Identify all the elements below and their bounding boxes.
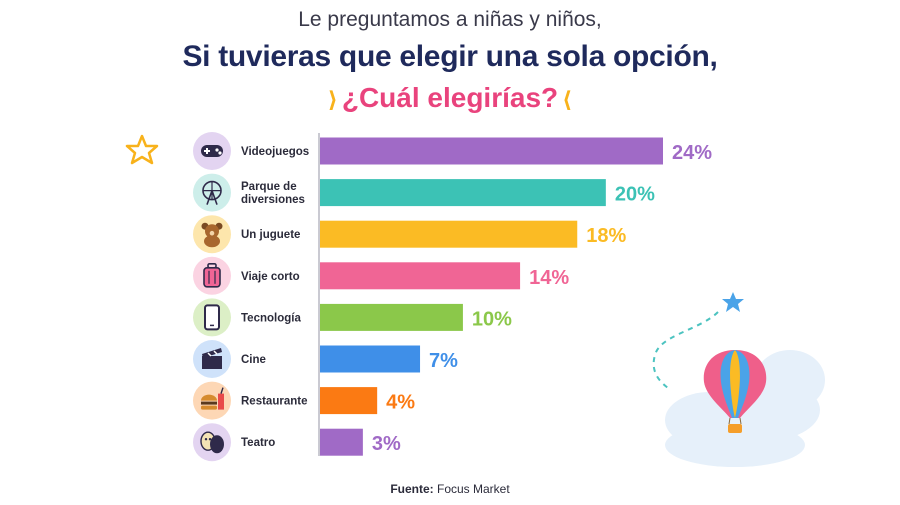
smartphone-icon (193, 298, 231, 337)
category-label: Tecnología (241, 312, 301, 324)
burger-drink-icon (193, 381, 231, 420)
category-label-line: diversiones (241, 194, 305, 206)
suitcase-body (203, 266, 221, 288)
value-label: 24% (672, 142, 712, 164)
hot-air-balloon-icon (703, 350, 767, 433)
suitcase-icon (193, 256, 231, 295)
category-label-line: Videojuegos (241, 146, 309, 158)
teddy-bear-icon (193, 215, 231, 254)
bear-snout (209, 230, 215, 236)
chart-question: ⟩ ¿Cuál elegirías? ⟨ (0, 82, 900, 114)
gamepad-icon (193, 132, 231, 170)
category-label-line: Un juguete (241, 229, 300, 241)
gamepad-button (218, 151, 222, 155)
clapperboard-icon (193, 340, 231, 378)
clapper-top (202, 348, 222, 358)
category-label-line: Tecnología (241, 312, 301, 324)
clapper-body (202, 356, 222, 369)
source-note: Fuente: Focus Market (0, 482, 900, 496)
category-label-line: Viaje corto (241, 271, 300, 283)
dashed-path (652, 311, 719, 389)
category-label: Videojuegos (241, 146, 309, 158)
category-label-line: Restaurante (241, 396, 307, 408)
category-label: Cine (241, 354, 266, 366)
bar (320, 262, 521, 290)
theater-masks-icon (193, 423, 231, 462)
category-label: Restaurante (241, 396, 307, 408)
source-label: Fuente: (390, 482, 434, 496)
value-label: 4% (386, 392, 415, 414)
chart-title: Si tuvieras que elegir una sola opción, (182, 40, 718, 73)
bar (320, 179, 606, 207)
clapper-stripe (207, 352, 212, 357)
clapper-stripe (213, 350, 218, 355)
star-blue-icon (722, 292, 744, 312)
bar (320, 345, 421, 373)
bear-body (204, 235, 220, 248)
mask-eye (204, 438, 208, 441)
category-label-line: Parque de (241, 181, 297, 193)
category-label: Parque de diversiones (241, 181, 305, 206)
ferris-wheel-leg (206, 190, 213, 205)
ferris-wheel-leg (211, 190, 218, 205)
star-outline-icon (125, 134, 159, 165)
gamepad-dpad-v (206, 148, 208, 154)
category-label-line: Cine (241, 354, 266, 366)
burger-bun (201, 394, 217, 401)
value-label: 7% (429, 350, 458, 372)
sparkle-left-icon: ⟩ (327, 87, 338, 112)
category-label: Viaje corto (241, 271, 300, 283)
source-value: Focus Market (437, 482, 510, 496)
gamepad-button (215, 148, 219, 152)
category-label: Un juguete (241, 229, 300, 241)
bar (320, 387, 378, 415)
burger-bottom (201, 405, 217, 410)
question-text: ¿Cuál elegirías? (341, 82, 559, 113)
chart-intro: Le preguntamos a niñas y niños, (298, 8, 602, 31)
value-label: 10% (472, 308, 512, 330)
value-label: 3% (372, 433, 401, 455)
bar (320, 137, 663, 165)
drink-cup (218, 393, 224, 410)
category-label-line: Teatro (241, 437, 275, 449)
category-label: Teatro (241, 437, 275, 449)
sparkle-right-icon: ⟨ (562, 87, 573, 112)
ferris-wheel-icon (193, 173, 231, 212)
value-label: 20% (615, 184, 655, 206)
bar (320, 428, 363, 456)
mask-eye (208, 438, 212, 441)
value-label: 18% (586, 225, 626, 247)
phone-body (204, 304, 220, 331)
mask-tragedy (210, 435, 224, 454)
value-label: 14% (529, 267, 569, 289)
drink-straw (220, 387, 224, 394)
bar (320, 220, 578, 248)
burger-patty (201, 401, 217, 405)
bar (320, 303, 463, 331)
